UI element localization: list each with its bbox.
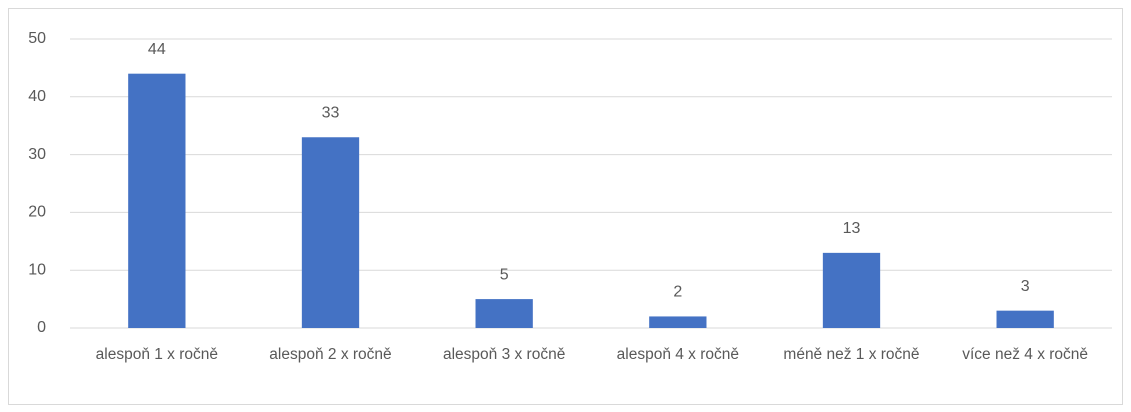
x-tick-label: alespoň 1 x ročně [95, 346, 218, 363]
y-tick-label: 30 [28, 146, 46, 163]
y-tick-label: 40 [28, 88, 46, 105]
data-label: 3 [1021, 278, 1030, 295]
bar [649, 316, 707, 328]
bar [128, 73, 186, 329]
x-tick-label: více než 4 x ročně [962, 346, 1089, 363]
data-label: 5 [500, 266, 509, 283]
data-label: 2 [673, 284, 682, 301]
bar [475, 299, 533, 328]
bar [301, 137, 360, 328]
y-tick-label: 50 [28, 30, 46, 47]
data-label: 44 [148, 41, 166, 58]
data-label: 13 [843, 220, 861, 237]
y-tick-label: 20 [28, 204, 46, 221]
data-label: 33 [322, 104, 340, 121]
x-tick-label: méně než 1 x ročně [783, 346, 920, 363]
x-tick-label: alespoň 4 x ročně [616, 346, 739, 363]
x-tick-label: alespoň 3 x ročně [442, 346, 566, 363]
y-tick-label: 0 [37, 319, 46, 336]
x-tick-label: alespoň 2 x ročně [269, 346, 392, 363]
y-tick-label: 10 [28, 261, 46, 278]
bar [822, 252, 881, 328]
bar [996, 310, 1054, 328]
chart-border [8, 8, 1123, 405]
